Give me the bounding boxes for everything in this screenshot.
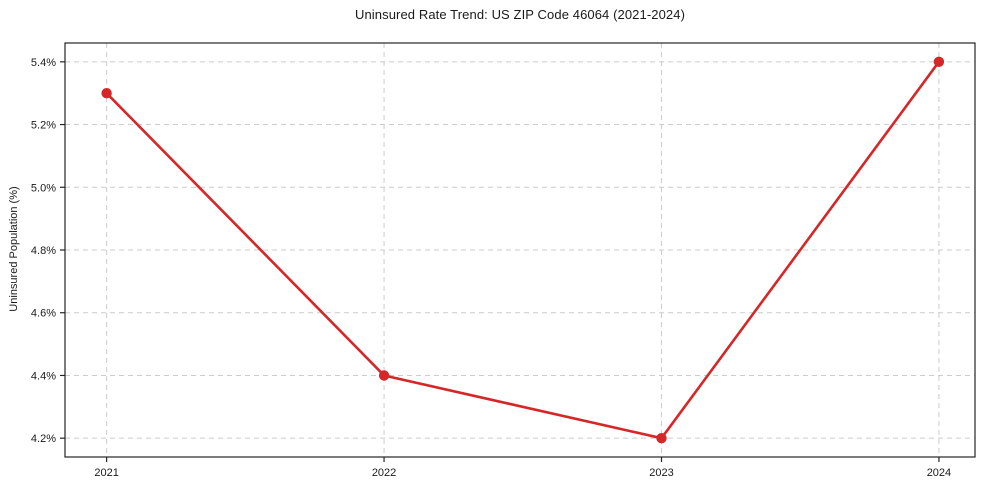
y-tick-label: 4.4% (31, 370, 56, 382)
data-point (656, 433, 667, 444)
data-point (378, 370, 390, 381)
y-tick-label: 5.4% (31, 57, 56, 69)
y-tick-label: 4.2% (31, 433, 56, 445)
data-point (101, 88, 112, 99)
x-tick-label: 2024 (927, 467, 951, 479)
y-tick-label: 5.2% (31, 120, 56, 132)
y-tick-label: 4.8% (31, 245, 56, 257)
x-tick-label: 2021 (94, 467, 118, 479)
x-tick-label: 2023 (649, 467, 673, 479)
y-tick-label: 5.0% (31, 182, 56, 194)
x-tick-label: 2022 (372, 467, 396, 479)
y-tick-label: 4.6% (31, 308, 56, 320)
data-point (933, 56, 945, 67)
chart-title: Uninsured Rate Trend: US ZIP Code 46064 … (354, 7, 686, 22)
trend-line (105, 60, 941, 440)
